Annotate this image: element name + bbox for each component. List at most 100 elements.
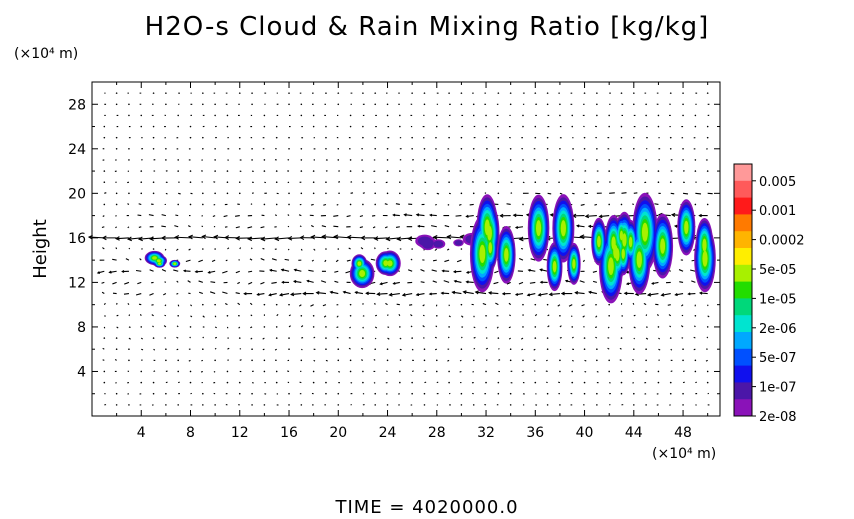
- cloud-cell: [622, 233, 627, 247]
- wind-dot: [214, 159, 216, 161]
- wind-arrow: [416, 292, 425, 296]
- wind-dot: [706, 125, 709, 128]
- wind-arrow: [343, 291, 351, 295]
- wind-dot: [226, 192, 229, 195]
- colorbar-swatch: [734, 348, 752, 367]
- wind-dot: [165, 148, 167, 150]
- wind-dot: [559, 370, 561, 373]
- wind-arrow: [280, 292, 290, 296]
- wind-dot: [115, 203, 118, 206]
- wind-dot: [300, 170, 303, 172]
- wind-arrow: [594, 203, 598, 206]
- wind-dot: [152, 148, 155, 150]
- wind-dot: [509, 392, 512, 395]
- wind-arrow: [645, 314, 648, 317]
- wind-arrow: [214, 326, 217, 329]
- wind-dot: [226, 114, 229, 117]
- wind-arrow-head: [293, 280, 297, 284]
- wind-arrow: [291, 292, 302, 296]
- wind-dot: [128, 348, 130, 351]
- wind-arrow: [163, 293, 167, 296]
- cloud-cell: [597, 235, 601, 248]
- wind-arrow: [473, 347, 476, 350]
- wind-dot: [669, 136, 672, 139]
- cloud-cell: [156, 259, 161, 263]
- wind-arrow: [596, 370, 599, 373]
- wind-dot: [448, 370, 450, 373]
- wind-dot: [509, 404, 512, 406]
- wind-dot: [202, 136, 204, 139]
- wind-arrow: [473, 315, 475, 318]
- wind-arrow: [248, 237, 265, 240]
- wind-dot: [571, 381, 574, 384]
- wind-dot: [165, 159, 167, 161]
- wind-arrow: [187, 225, 191, 228]
- y-axis-label-group: Height: [30, 219, 51, 279]
- wind-dot: [596, 159, 598, 161]
- cloud-cell: [702, 238, 707, 252]
- wind-dot: [189, 326, 192, 328]
- wind-arrow: [585, 215, 597, 217]
- x-tick-label: 32: [477, 425, 495, 441]
- wind-dot: [337, 404, 340, 406]
- wind-dot: [694, 203, 697, 206]
- wind-dot: [337, 359, 340, 362]
- wind-arrow: [621, 192, 627, 194]
- wind-arrow: [185, 259, 191, 263]
- wind-dot: [386, 359, 389, 362]
- wind-dot: [571, 370, 574, 373]
- wind-dot: [312, 326, 315, 328]
- wind-dot: [559, 404, 561, 406]
- wind-dot: [657, 381, 660, 384]
- wind-dot: [448, 326, 450, 328]
- wind-dot: [275, 326, 278, 328]
- wind-arrow: [116, 237, 129, 240]
- wind-arrow: [165, 192, 168, 195]
- wind-arrow-head: [574, 290, 579, 295]
- wind-arrow: [411, 370, 414, 372]
- cloud-cell: [621, 248, 625, 259]
- wind-dot: [275, 136, 278, 139]
- wind-arrow-head: [194, 270, 198, 274]
- wind-dot: [633, 136, 635, 139]
- wind-dot: [202, 303, 204, 306]
- wind-arrow-head: [256, 292, 260, 296]
- wind-dot: [534, 381, 537, 384]
- wind-arrow: [432, 259, 437, 262]
- wind-arrow-head: [514, 292, 519, 296]
- colorbar-label: 1e-05: [759, 292, 797, 307]
- wind-dot: [694, 370, 697, 373]
- wind-arrow: [472, 370, 474, 373]
- wind-arrow: [239, 359, 242, 361]
- wind-dot: [620, 392, 623, 395]
- wind-dot: [460, 248, 463, 250]
- wind-arrow: [109, 270, 117, 273]
- wind-dot: [657, 370, 660, 373]
- wind-arrow: [212, 215, 216, 218]
- x-tick-label: 40: [576, 425, 594, 441]
- wind-dot: [645, 159, 647, 161]
- cloud-cell: [641, 222, 649, 242]
- wind-arrow: [643, 302, 647, 306]
- wind-arrow: [580, 203, 585, 206]
- wind-arrow: [209, 291, 216, 295]
- wind-dot: [251, 392, 253, 395]
- wind-arrow: [137, 214, 142, 217]
- wind-dot: [128, 159, 130, 161]
- wind-arrow: [534, 313, 538, 317]
- wind-dot: [189, 125, 192, 128]
- wind-dot: [546, 337, 549, 339]
- wind-arrow: [338, 370, 341, 373]
- wind-arrow: [466, 281, 474, 283]
- wind-arrow: [313, 359, 316, 362]
- wind-arrow: [529, 281, 536, 284]
- wind-arrow-head: [101, 235, 107, 241]
- wind-dot: [362, 181, 364, 183]
- wind-dot: [694, 114, 697, 117]
- wind-arrow: [250, 247, 253, 250]
- wind-arrow-head: [518, 236, 524, 242]
- wind-arrow: [149, 269, 154, 272]
- wind-arrow: [330, 291, 339, 295]
- wind-arrow: [116, 326, 119, 329]
- wind-arrow: [128, 247, 131, 250]
